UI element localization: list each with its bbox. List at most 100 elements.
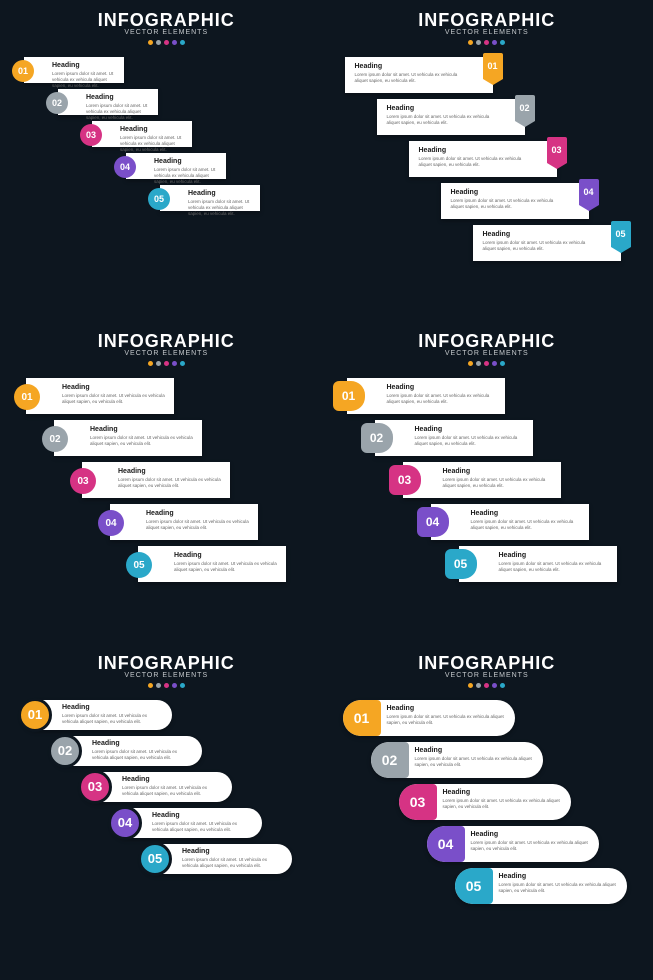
step-heading: Heading xyxy=(174,552,278,559)
step-card: 04HeadingLorem ipsum dolor sit amet. Ut … xyxy=(441,183,589,219)
step-number-badge: 05 xyxy=(126,552,152,578)
panel-subtitle: VECTOR ELEMENTS xyxy=(329,672,646,679)
step-number-badge: 02 xyxy=(515,95,535,121)
step-number: 02 xyxy=(382,752,398,768)
step-card: 03 Heading Lorem ipsum dolor sit amet. Ut … xyxy=(399,784,571,820)
step-number-badge: 01 xyxy=(333,381,365,411)
step-description: Lorem ipsum dolor sit amet. Ut vehicula … xyxy=(122,785,224,797)
step-description: Lorem ipsum dolor sit amet. Ut vehicula … xyxy=(499,561,609,573)
title-block: INFOGRAPHICVECTOR ELEMENTS xyxy=(329,653,646,688)
item-list: 01 Heading Lorem ipsum dolor sit amet. Ut … xyxy=(8,700,325,874)
step-card: 02HeadingLorem ipsum dolor sit amet. Ut … xyxy=(52,736,202,766)
step-number-badge: 03 xyxy=(70,468,96,494)
step-heading: Heading xyxy=(188,190,254,197)
step-number: 01 xyxy=(18,66,28,76)
step-number: 02 xyxy=(519,103,529,113)
step-number: 03 xyxy=(410,794,426,810)
step-description: Lorem ipsum dolor sit amet. Ut vehicula … xyxy=(387,114,493,126)
step-description: Lorem ipsum dolor sit amet. Ut vehicula … xyxy=(415,435,525,447)
step-number: 05 xyxy=(615,229,625,239)
step-number-badge: 02 xyxy=(371,742,409,778)
step-card: 01HeadingLorem ipsum dolor sit amet. Ut … xyxy=(345,57,493,93)
step-description: Lorem ipsum dolor sit amet. Ut vehicula … xyxy=(387,393,497,405)
step-number-badge: 04 xyxy=(579,179,599,205)
title-block: INFOGRAPHICVECTOR ELEMENTS xyxy=(8,331,325,366)
color-dots xyxy=(8,40,325,45)
item-list: 01 Heading Lorem ipsum dolor sit amet. Ut … xyxy=(8,378,325,582)
step-heading: Heading xyxy=(443,789,563,796)
step-description: Lorem ipsum dolor sit amet. Ut vehicula … xyxy=(499,882,619,894)
color-dots xyxy=(329,361,646,366)
step-card: 04HeadingLorem ipsum dolor sit amet. Ut … xyxy=(126,153,226,179)
step-description: Lorem ipsum dolor sit amet. Ut vehicula … xyxy=(92,749,194,761)
step-number: 01 xyxy=(28,707,42,722)
step-number-badge: 01 xyxy=(12,60,34,82)
item-list: 01HeadingLorem ipsum dolor sit amet. Ut … xyxy=(329,57,646,261)
step-description: Lorem ipsum dolor sit amet. Ut vehicula … xyxy=(188,199,254,217)
step-heading: Heading xyxy=(90,426,194,433)
step-number-badge: 01 xyxy=(14,384,40,410)
step-description: Lorem ipsum dolor sit amet. Ut vehicula … xyxy=(483,240,589,252)
step-card: 02HeadingLorem ipsum dolor sit amet. Ut … xyxy=(58,89,158,115)
step-card: 02HeadingLorem ipsum dolor sit amet. Ut … xyxy=(54,420,202,456)
step-description: Lorem ipsum dolor sit amet. Ut vehicula … xyxy=(174,561,278,573)
panel-title: INFOGRAPHIC xyxy=(329,10,646,31)
step-number: 04 xyxy=(438,836,454,852)
step-number-badge: 01 xyxy=(343,700,381,736)
step-number-badge: 02 xyxy=(42,426,68,452)
step-card: 01HeadingLorem ipsum dolor sit amet. Ut … xyxy=(26,378,174,414)
step-heading: Heading xyxy=(118,468,222,475)
step-description: Lorem ipsum dolor sit amet. Ut vehicula … xyxy=(62,713,164,725)
step-number: 04 xyxy=(105,518,116,529)
step-number-badge: 04 xyxy=(417,507,449,537)
step-description: Lorem ipsum dolor sit amet. Ut vehicula … xyxy=(154,167,220,185)
step-card: 05HeadingLorem ipsum dolor sit amet. Ut … xyxy=(160,185,260,211)
step-heading: Heading xyxy=(182,848,284,855)
step-card: 04HeadingLorem ipsum dolor sit amet. Ut … xyxy=(110,504,258,540)
step-description: Lorem ipsum dolor sit amet. Ut vehicula … xyxy=(120,135,186,153)
step-card: 05HeadingLorem ipsum dolor sit amet. Ut … xyxy=(138,546,286,582)
step-description: Lorem ipsum dolor sit amet. Ut vehicula … xyxy=(443,798,563,810)
step-card: 01 Heading Lorem ipsum dolor sit amet. Ut … xyxy=(22,700,172,730)
step-description: Lorem ipsum dolor sit amet. Ut vehicula … xyxy=(182,857,284,869)
step-number: 02 xyxy=(58,743,72,758)
step-number-badge: 02 xyxy=(46,92,68,114)
color-dots xyxy=(329,683,646,688)
step-card: 04HeadingLorem ipsum dolor sit amet. Ut … xyxy=(427,826,599,862)
step-description: Lorem ipsum dolor sit amet. Ut vehicula … xyxy=(471,840,591,852)
step-heading: Heading xyxy=(387,105,493,112)
step-card: 05HeadingLorem ipsum dolor sit amet. Ut … xyxy=(142,844,292,874)
step-card: 03HeadingLorem ipsum dolor sit amet. Ut … xyxy=(82,772,232,802)
panel-subtitle: VECTOR ELEMENTS xyxy=(329,350,646,357)
panel-subtitle: VECTOR ELEMENTS xyxy=(8,672,325,679)
step-number-badge: 03 xyxy=(80,124,102,146)
step-description: Lorem ipsum dolor sit amet. Ut vehicula … xyxy=(118,477,222,489)
infographic-panel-v2: INFOGRAPHICVECTOR ELEMENTS01HeadingLorem… xyxy=(329,10,646,327)
step-heading: Heading xyxy=(355,63,461,70)
step-number-badge: 04 xyxy=(427,826,465,862)
step-card: 01HeadingLorem ipsum dolor sit amet. Ut … xyxy=(24,57,124,83)
step-number-badge: 02 xyxy=(361,423,393,453)
step-description: Lorem ipsum dolor sit amet. Ut vehicula … xyxy=(86,103,152,121)
step-heading: Heading xyxy=(62,704,164,711)
step-number: 04 xyxy=(583,187,593,197)
step-heading: Heading xyxy=(387,705,507,712)
step-heading: Heading xyxy=(419,147,525,154)
step-number: 01 xyxy=(342,389,355,403)
step-description: Lorem ipsum dolor sit amet. Ut vehicula … xyxy=(62,393,166,405)
step-description: Lorem ipsum dolor sit amet. Ut vehicula … xyxy=(451,198,557,210)
step-number: 02 xyxy=(52,98,62,108)
step-description: Lorem ipsum dolor sit amet. Ut vehicula … xyxy=(419,156,525,168)
step-description: Lorem ipsum dolor sit amet. Ut vehicula … xyxy=(443,477,553,489)
step-description: Lorem ipsum dolor sit amet. Ut vehicula … xyxy=(471,519,581,531)
step-card: 05HeadingLorem ipsum dolor sit amet. Ut … xyxy=(459,546,617,582)
color-dots xyxy=(329,40,646,45)
step-number: 03 xyxy=(551,145,561,155)
color-dots xyxy=(8,361,325,366)
panel-title: INFOGRAPHIC xyxy=(8,331,325,352)
step-number: 03 xyxy=(77,476,88,487)
panel-title: INFOGRAPHIC xyxy=(329,653,646,674)
step-heading: Heading xyxy=(483,231,589,238)
step-number: 03 xyxy=(86,130,96,140)
step-heading: Heading xyxy=(443,468,553,475)
